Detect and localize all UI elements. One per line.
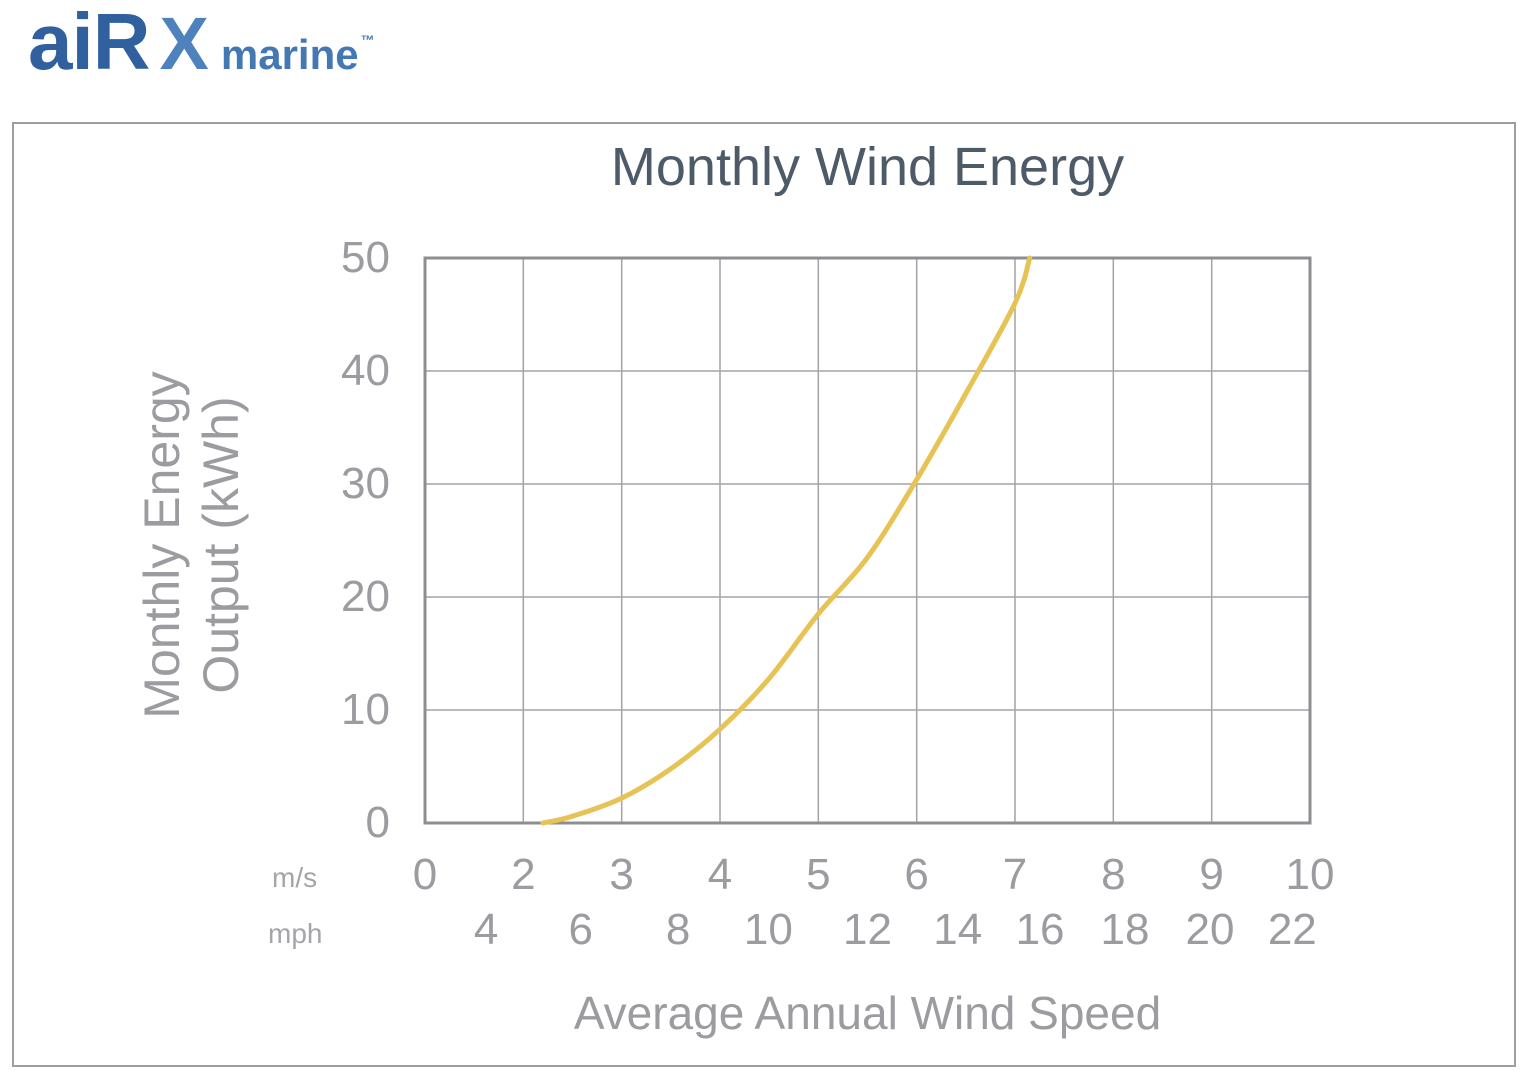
plot-border <box>423 256 1312 825</box>
y-tick-label: 0 <box>365 798 390 847</box>
x-tick-ms-label: 9 <box>1199 850 1224 899</box>
x-tick-mph-label: 6 <box>568 905 593 954</box>
x-tick-mph-label: 22 <box>1267 905 1317 954</box>
x-tick-mph-label: 12 <box>843 905 892 954</box>
unit-label-mph: mph <box>268 918 323 949</box>
chart-panel <box>12 122 1516 1067</box>
x-tick-mph-label: 4 <box>473 905 499 954</box>
x-tick-mph-label: 18 <box>1100 905 1150 954</box>
y-tick-label: 20 <box>341 572 390 621</box>
plot-area <box>423 255 1312 826</box>
x-tick-ms-label: 8 <box>1101 850 1126 899</box>
chart-title: Monthly Wind Energy <box>610 137 1125 197</box>
logo-air-text: aiR <box>28 0 150 86</box>
x-tick-ms-label: 7 <box>1002 850 1028 899</box>
x-axis-label: Average Annual Wind Speed <box>573 987 1162 1039</box>
x-axis-ticks-mph: 4 6 8 10 12 14 16 18 20 22 <box>425 905 1317 958</box>
energy-curve <box>540 255 1033 826</box>
y-tick-label: 40 <box>341 346 390 395</box>
y-tick-label: 50 <box>341 233 390 282</box>
x-axis-ticks-ms: 0 2 3 4 5 6 7 8 9 10 <box>413 850 1335 903</box>
logo-x-text: X <box>159 2 209 85</box>
x-tick-mph-label: 10 <box>743 905 793 954</box>
x-tick-ms-label: 4 <box>707 850 733 899</box>
x-tick-ms-label: 10 <box>1285 850 1335 899</box>
gridlines <box>425 258 1310 823</box>
logo-marine-text: marine <box>220 31 359 78</box>
y-axis-label-line1: Monthly Energy <box>134 371 190 719</box>
x-tick-mph-label: 20 <box>1185 905 1235 954</box>
y-tick-label: 10 <box>341 685 390 734</box>
y-axis-ticks: 0 10 20 30 40 50 <box>240 236 390 845</box>
x-tick-ms-label: 5 <box>806 850 831 899</box>
x-tick-ms-label: 6 <box>904 850 929 899</box>
y-tick-label: 30 <box>341 459 390 508</box>
y-axis-label: Monthly Energy Output (kWh) <box>133 195 253 895</box>
x-tick-mph-label: 16 <box>1015 905 1065 954</box>
logo-trademark-symbol: ™ <box>360 32 375 48</box>
x-tick-ms-label: 0 <box>412 850 438 899</box>
unit-label-ms: m/s <box>272 862 318 893</box>
x-tick-mph-label: 8 <box>665 905 691 954</box>
x-tick-ms-label: 3 <box>609 850 634 899</box>
brand-logo: aiR X marine ™ <box>28 2 375 82</box>
x-tick-mph-label: 14 <box>933 905 983 954</box>
x-tick-ms-label: 2 <box>511 850 536 899</box>
